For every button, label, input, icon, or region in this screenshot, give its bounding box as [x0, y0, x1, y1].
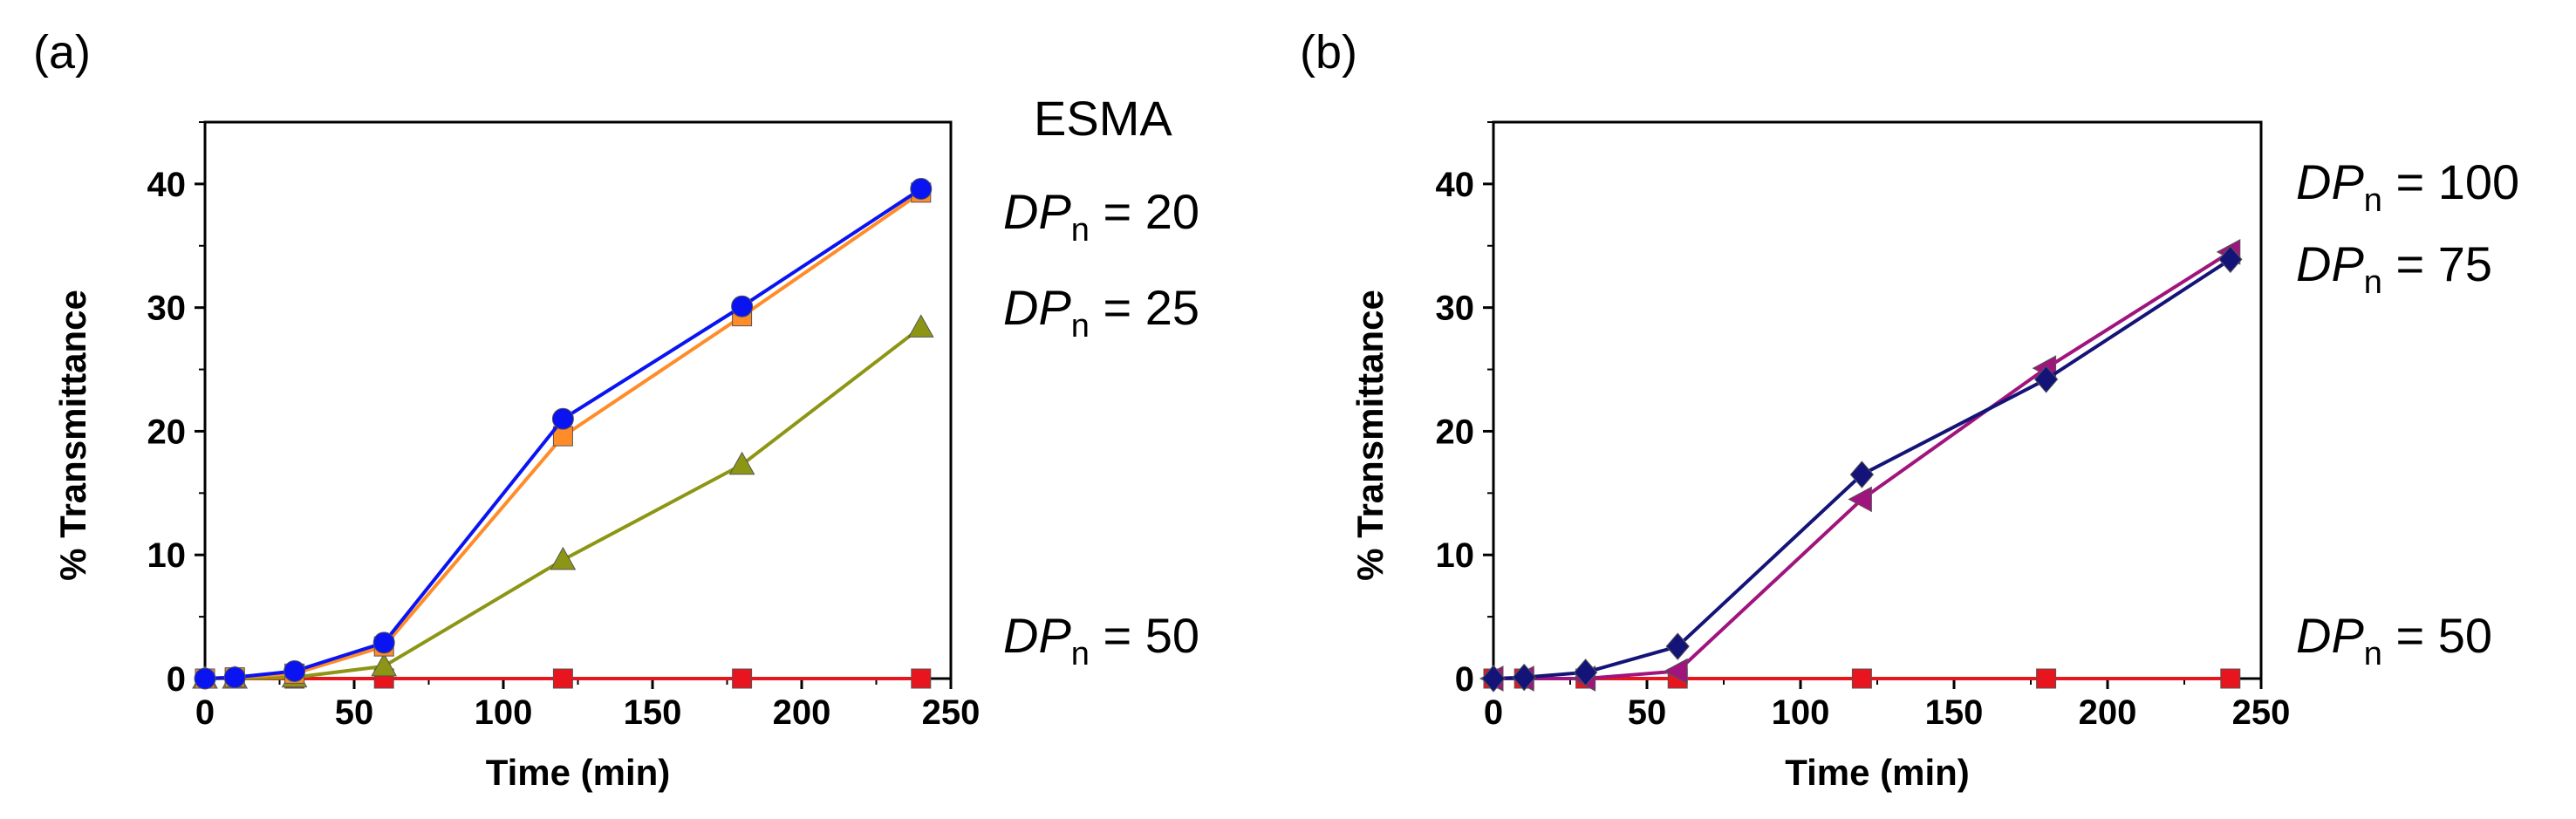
data-point: [2033, 365, 2059, 393]
data-point: [2218, 245, 2243, 274]
series-dpn-20: [194, 178, 933, 690]
series-dpn-25: [192, 314, 934, 689]
y-tick-label: 40: [147, 166, 187, 204]
data-point: [732, 668, 753, 689]
x-tick-label: 100: [1772, 693, 1830, 732]
data-point: [550, 546, 577, 570]
x-tick-label: 100: [475, 693, 533, 732]
data-point: [223, 666, 246, 689]
data-point: [1481, 665, 1506, 693]
legend-entry: DPn = 75: [2296, 236, 2492, 301]
y-tick-label: 10: [1436, 536, 1475, 575]
legend-header: ESMA: [1034, 91, 1172, 146]
y-tick-label: 0: [167, 660, 186, 699]
data-point: [1573, 659, 1598, 686]
x-tick-label: 50: [335, 693, 374, 732]
data-point: [194, 667, 216, 690]
chart-panel-b: (b) 0 50 100 150 200 250 0 10 20 30 40 Time (min) % T…: [1300, 26, 2519, 793]
x-tick-label: 250: [2232, 693, 2291, 732]
plot-frame: [203, 120, 953, 680]
x-tick-label: 250: [922, 693, 981, 732]
x-tick-label: 150: [1925, 693, 1984, 732]
panel-label: (a): [33, 26, 91, 78]
data-point: [552, 668, 573, 689]
plot-frame: [1492, 120, 2263, 680]
data-point: [910, 178, 933, 201]
x-axis-label: Time (min): [486, 752, 671, 793]
data-point: [1512, 663, 1536, 692]
data-point: [907, 314, 934, 338]
data-point: [1848, 486, 1872, 513]
panel-label: (b): [1300, 26, 1357, 78]
x-tick-label: 0: [195, 693, 215, 732]
data-point: [728, 451, 755, 475]
series-dpn-25-orange-: [195, 182, 932, 689]
data-point: [911, 668, 932, 689]
data-point: [1851, 668, 1872, 689]
data-point: [371, 652, 398, 677]
legend-entry: DPn = 25: [1003, 280, 1199, 345]
y-tick-label: 20: [147, 413, 187, 451]
y-tick-label: 0: [1455, 660, 1474, 699]
y-tick-label: 10: [147, 536, 187, 575]
x-tick-label: 200: [2079, 693, 2137, 732]
series-dpn-100: [1481, 245, 2243, 693]
data-point: [731, 295, 754, 317]
data-point: [372, 631, 395, 654]
data-point: [1665, 632, 1690, 660]
y-tick-label: 20: [1436, 413, 1475, 451]
legend-entry: DPn = 50: [1003, 608, 1199, 672]
data-point: [1664, 658, 1688, 685]
legend-entry: DPn = 50: [2296, 608, 2492, 672]
chart-panel-a: (a) 0 50 100 150 200 250 0 10 20 30 40 Time (min) % T…: [33, 26, 1199, 793]
data-point: [284, 659, 306, 682]
data-point: [2036, 668, 2057, 689]
data-point: [2220, 668, 2241, 689]
x-axis-label: Time (min): [1785, 752, 1970, 793]
y-axis-label: % Transmittance: [1349, 290, 1390, 581]
legend-entry: DPn = 100: [2296, 154, 2519, 219]
data-point: [1849, 461, 1875, 488]
y-tick-label: 30: [1436, 290, 1475, 328]
x-tick-label: 200: [773, 693, 831, 732]
series-line: [205, 325, 923, 680]
y-axis-label: % Transmittance: [52, 290, 93, 581]
data-point: [551, 407, 574, 430]
x-tick-label: 0: [1484, 693, 1503, 732]
x-tick-label: 50: [1628, 693, 1667, 732]
legend-entry: DPn = 20: [1003, 184, 1199, 249]
y-tick-label: 30: [147, 290, 187, 328]
x-tick-label: 150: [624, 693, 682, 732]
y-tick-label: 40: [1436, 166, 1475, 204]
